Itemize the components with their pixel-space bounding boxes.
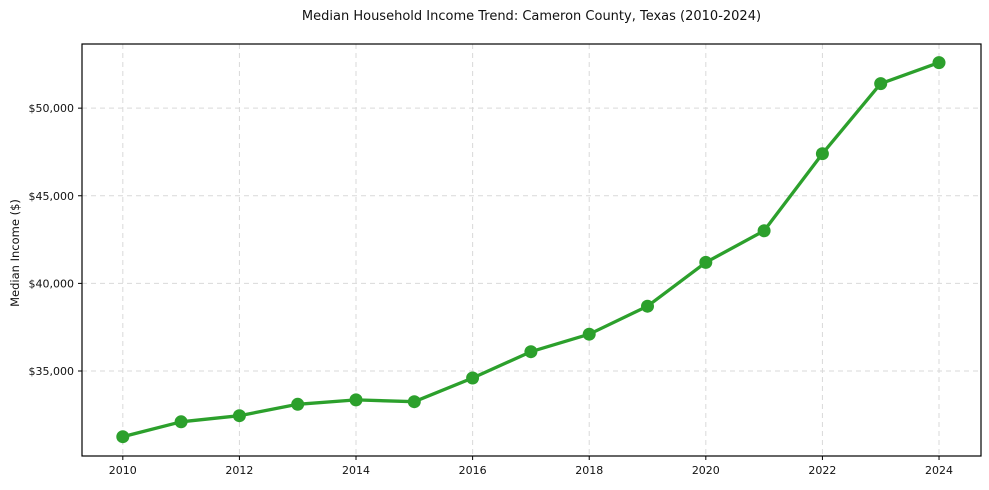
data-point-2014 <box>349 393 363 407</box>
data-point-2019 <box>641 299 654 313</box>
x-tick-label: 2012 <box>225 464 253 477</box>
x-tick-label: 2018 <box>575 464 603 477</box>
data-point-2013 <box>291 397 305 411</box>
x-tick-label: 2010 <box>109 464 137 477</box>
data-point-2017 <box>524 345 538 359</box>
x-tick-label: 2016 <box>459 464 487 477</box>
x-tick-label: 2024 <box>925 464 953 477</box>
y-tick-label: $45,000 <box>29 190 75 203</box>
data-point-2010 <box>116 430 130 444</box>
data-point-2020 <box>699 255 713 269</box>
data-point-2024 <box>932 56 946 70</box>
data-point-2012 <box>232 409 246 423</box>
x-tick-label: 2022 <box>808 464 836 477</box>
trend-line <box>121 60 941 439</box>
y-tick-label: $35,000 <box>29 365 75 378</box>
data-point-2022 <box>815 147 829 161</box>
data-point-2016 <box>466 371 480 385</box>
x-tick-label: 2020 <box>692 464 720 477</box>
data-point-2011 <box>174 415 188 429</box>
data-point-2015 <box>407 395 421 409</box>
x-tick-label: 2014 <box>342 464 370 477</box>
chart-title: Median Household Income Trend: Cameron C… <box>301 9 762 24</box>
y-tick-label: $50,000 <box>29 102 75 115</box>
data-point-2018 <box>582 327 596 341</box>
data-point-2023 <box>874 77 888 91</box>
y-tick-label: $40,000 <box>29 277 75 290</box>
axes-frame <box>81 43 982 457</box>
data-point-2021 <box>757 224 771 238</box>
